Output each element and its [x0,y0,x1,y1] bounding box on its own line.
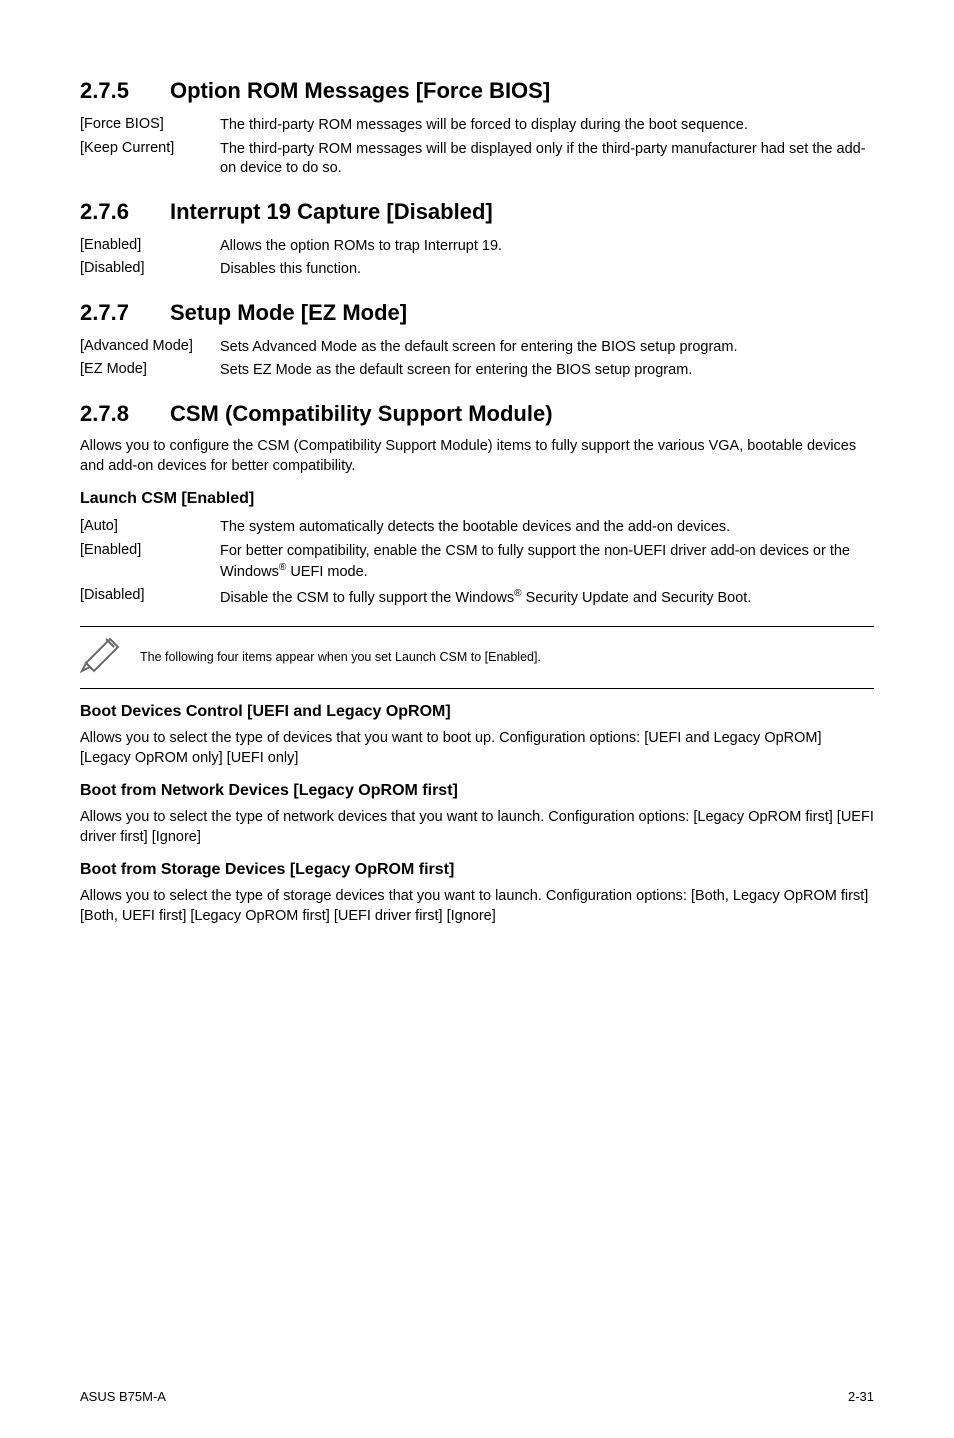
option-key: [Disabled] [80,258,220,282]
option-row: [Advanced Mode] Sets Advanced Mode as th… [80,336,737,360]
section-desc: Allows you to select the type of storage… [80,887,874,926]
option-key: [Auto] [80,516,220,540]
option-row: [EZ Mode] Sets EZ Mode as the default sc… [80,359,737,383]
option-row: [Force BIOS] The third-party ROM message… [80,114,874,138]
footer-right: 2-31 [848,1389,874,1404]
heading-2-7-7: 2.7.7 Setup Mode [EZ Mode] [80,300,874,326]
option-key: [Enabled] [80,235,220,259]
sub-heading-boot-devices: Boot Devices Control [UEFI and Legacy Op… [80,703,874,721]
option-val: Allows the option ROMs to trap Interrupt… [220,235,502,259]
option-key: [Advanced Mode] [80,336,220,360]
option-row: [Auto] The system automatically detects … [80,516,874,540]
pencil-icon [80,637,140,678]
option-val: The system automatically detects the boo… [220,516,874,540]
option-row: [Disabled] Disables this function. [80,258,502,282]
heading-num: 2.7.7 [80,300,170,326]
options-2-7-5: [Force BIOS] The third-party ROM message… [80,114,874,181]
sub-heading-launch-csm: Launch CSM [Enabled] [80,490,874,508]
heading-num: 2.7.6 [80,199,170,225]
option-val: For better compatibility, enable the CSM… [220,540,874,585]
option-row: [Enabled] Allows the option ROMs to trap… [80,235,502,259]
sub-heading-boot-storage: Boot from Storage Devices [Legacy OpROM … [80,861,874,879]
option-row: [Disabled] Disable the CSM to fully supp… [80,585,874,610]
option-key: [Disabled] [80,585,220,610]
note-text: The following four items appear when you… [140,649,541,665]
heading-title: CSM (Compatibility Support Module) [170,401,553,427]
options-2-7-7: [Advanced Mode] Sets Advanced Mode as th… [80,336,737,383]
option-val: Disables this function. [220,258,502,282]
sub-heading-boot-network: Boot from Network Devices [Legacy OpROM … [80,782,874,800]
heading-num: 2.7.5 [80,78,170,104]
heading-title: Option ROM Messages [Force BIOS] [170,78,550,104]
heading-num: 2.7.8 [80,401,170,427]
option-val: Disable the CSM to fully support the Win… [220,585,874,610]
footer: ASUS B75M-A 2-31 [80,1389,874,1404]
option-val: The third-party ROM messages will be dis… [220,138,874,181]
option-val: Sets EZ Mode as the default screen for e… [220,359,737,383]
option-row: [Enabled] For better compatibility, enab… [80,540,874,585]
option-key: [Keep Current] [80,138,220,181]
note-box: The following four items appear when you… [80,626,874,689]
heading-title: Setup Mode [EZ Mode] [170,300,407,326]
heading-2-7-8: 2.7.8 CSM (Compatibility Support Module) [80,401,874,427]
section-desc: Allows you to select the type of devices… [80,729,874,768]
option-row: [Keep Current] The third-party ROM messa… [80,138,874,181]
section-desc: Allows you to select the type of network… [80,808,874,847]
heading-2-7-5: 2.7.5 Option ROM Messages [Force BIOS] [80,78,874,104]
options-launch-csm: [Auto] The system automatically detects … [80,516,874,610]
option-val: Sets Advanced Mode as the default screen… [220,336,737,360]
heading-title: Interrupt 19 Capture [Disabled] [170,199,493,225]
option-val: The third-party ROM messages will be for… [220,114,874,138]
option-key: [Force BIOS] [80,114,220,138]
heading-2-7-6: 2.7.6 Interrupt 19 Capture [Disabled] [80,199,874,225]
footer-left: ASUS B75M-A [80,1389,166,1404]
section-desc: Allows you to configure the CSM (Compati… [80,437,874,476]
option-key: [EZ Mode] [80,359,220,383]
page: 2.7.5 Option ROM Messages [Force BIOS] [… [0,0,954,1438]
option-key: [Enabled] [80,540,220,585]
options-2-7-6: [Enabled] Allows the option ROMs to trap… [80,235,502,282]
